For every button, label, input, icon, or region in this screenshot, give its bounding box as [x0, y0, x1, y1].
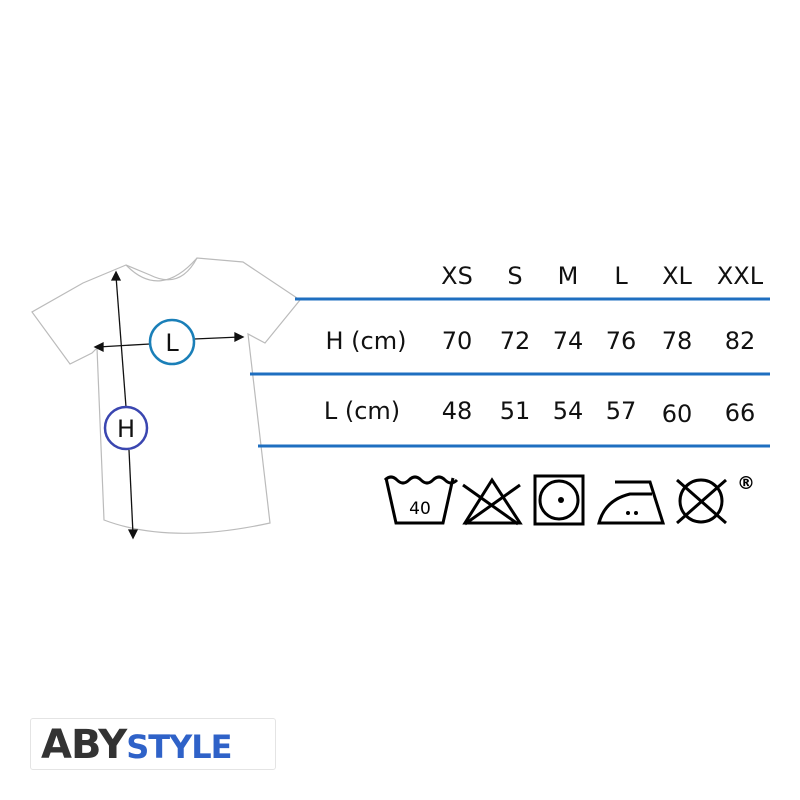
table-row: L (cm) 48 51 54 57 60 66	[324, 397, 755, 428]
cell-value: 70	[442, 327, 473, 355]
table-row: H (cm) 70 72 74 76 78 82	[326, 327, 756, 355]
cell-value: 60	[662, 400, 693, 428]
height-marker-label: H	[117, 415, 135, 443]
cell-value: 82	[725, 327, 756, 355]
iron-medium-icon	[597, 480, 666, 525]
cell-value: 78	[662, 327, 693, 355]
cell-value: 51	[500, 397, 531, 425]
size-header: XXL	[717, 262, 764, 290]
no-dry-clean-icon	[676, 478, 727, 525]
size-header: XL	[662, 262, 692, 290]
tumble-dry-icon	[533, 474, 585, 526]
wash-temp-label: 40	[409, 499, 431, 519]
size-header: M	[558, 262, 579, 290]
brand-part1: ABY	[41, 722, 127, 768]
row-label: L (cm)	[324, 397, 400, 425]
cell-value: 76	[606, 327, 637, 355]
cell-value: 54	[553, 397, 584, 425]
width-arrow	[93, 331, 245, 353]
brand-part2: STYLE	[126, 728, 232, 766]
abystyle-logo: ABYSTYLE	[30, 718, 276, 770]
size-header: S	[507, 262, 522, 290]
height-arrow	[110, 270, 139, 540]
size-header: L	[614, 262, 628, 290]
width-marker-label: L	[165, 329, 179, 357]
size-header: XS	[441, 262, 473, 290]
wash-40-icon: 40	[383, 475, 459, 525]
size-header-row: XS S M L XL XXL	[441, 262, 764, 290]
registered-mark: ®	[737, 473, 755, 494]
cell-value: 74	[553, 327, 584, 355]
no-bleach-icon	[462, 477, 523, 526]
height-marker-circle	[103, 405, 149, 451]
cell-value: 66	[725, 399, 756, 427]
row-label: H (cm)	[326, 327, 407, 355]
cell-value: 48	[442, 397, 473, 425]
cell-value: 57	[606, 397, 637, 425]
cell-value: 72	[500, 327, 531, 355]
tshirt-outline	[31, 257, 301, 534]
width-marker-circle	[148, 318, 196, 366]
